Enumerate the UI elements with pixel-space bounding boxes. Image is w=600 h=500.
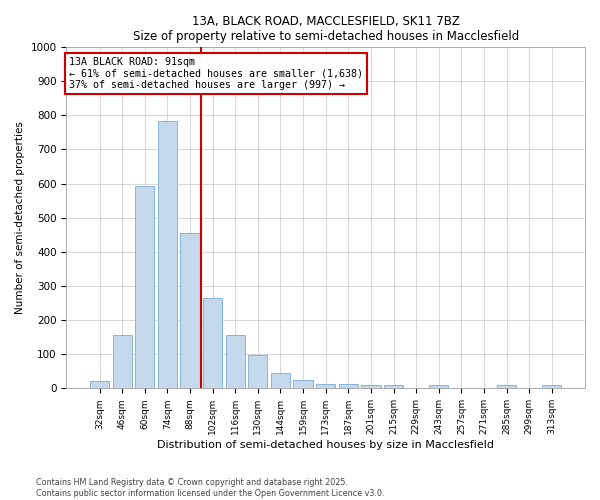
X-axis label: Distribution of semi-detached houses by size in Macclesfield: Distribution of semi-detached houses by …: [157, 440, 494, 450]
Bar: [271, 374, 290, 388]
Bar: [90, 381, 109, 388]
Bar: [248, 355, 268, 388]
Bar: [316, 384, 335, 388]
Y-axis label: Number of semi-detached properties: Number of semi-detached properties: [15, 121, 25, 314]
Bar: [339, 384, 358, 388]
Bar: [429, 385, 448, 388]
Bar: [361, 385, 380, 388]
Bar: [158, 120, 177, 388]
Title: 13A, BLACK ROAD, MACCLESFIELD, SK11 7BZ
Size of property relative to semi-detach: 13A, BLACK ROAD, MACCLESFIELD, SK11 7BZ …: [133, 15, 519, 43]
Bar: [497, 385, 516, 388]
Bar: [226, 336, 245, 388]
Bar: [384, 385, 403, 388]
Bar: [293, 380, 313, 388]
Bar: [135, 186, 154, 388]
Bar: [113, 336, 132, 388]
Bar: [181, 233, 200, 388]
Bar: [542, 385, 562, 388]
Text: Contains HM Land Registry data © Crown copyright and database right 2025.
Contai: Contains HM Land Registry data © Crown c…: [36, 478, 385, 498]
Text: 13A BLACK ROAD: 91sqm
← 61% of semi-detached houses are smaller (1,638)
37% of s: 13A BLACK ROAD: 91sqm ← 61% of semi-deta…: [69, 57, 363, 90]
Bar: [203, 298, 222, 388]
